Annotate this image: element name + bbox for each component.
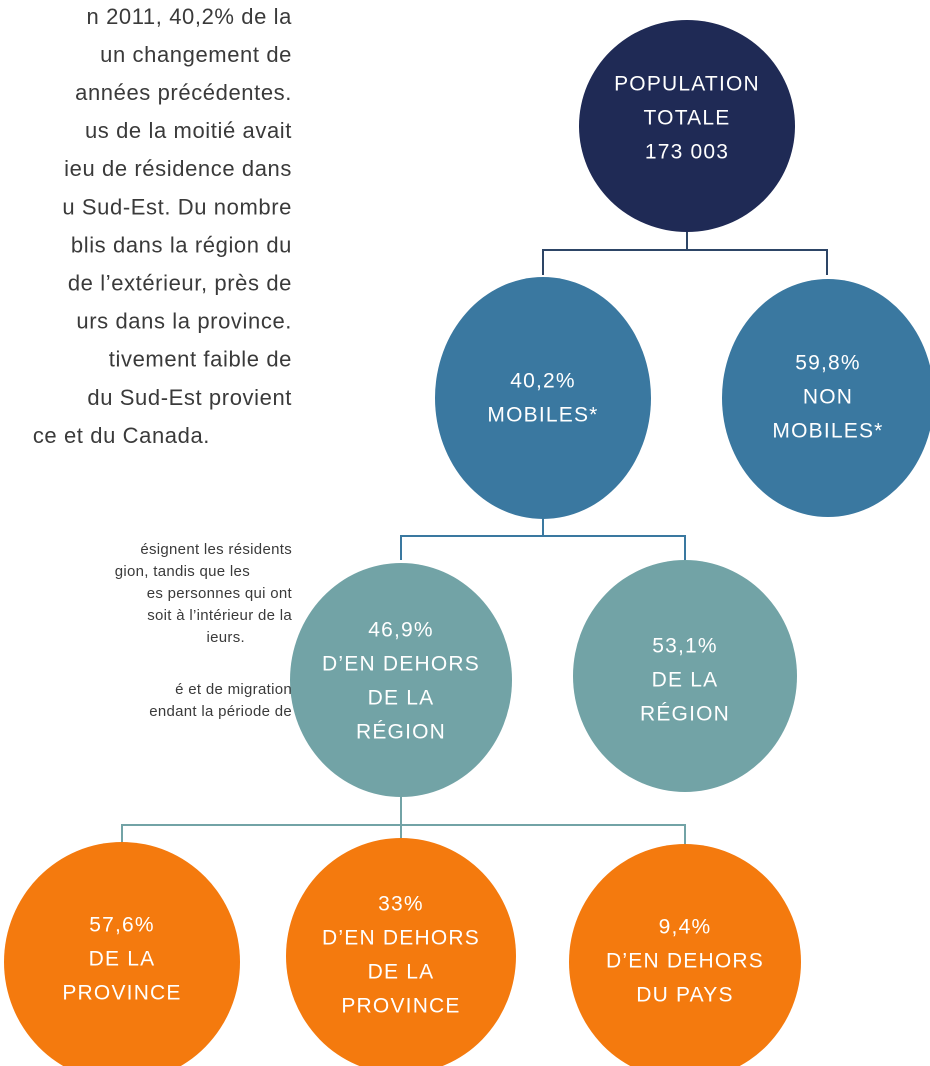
node-label: RÉGION [640,703,730,726]
paragraph-line: ce et du Canada. [33,423,210,448]
node-label: MOBILES* [487,404,598,427]
node-circle [290,563,512,797]
node-circle [579,20,795,232]
note-line: ésignent les résidents [140,541,292,558]
node-label: DE LA [368,961,435,984]
paragraph-line: blis dans la région du [71,232,292,257]
node-label: D’EN DEHORS [606,950,764,973]
paragraph-line: us de la moitié avait [85,118,292,143]
node-label: MOBILES* [772,420,883,443]
paragraph-line: du Sud-Est provient [87,385,292,410]
node-label: 40,2% [510,370,576,393]
node-circle [569,844,801,1066]
node-label: DE LA [368,687,435,710]
node-circle [573,560,797,792]
node-circle [4,842,240,1066]
node-label: 59,8% [795,352,861,375]
paragraph-line: ieu de résidence dans [64,156,292,181]
node-circle [722,279,930,517]
node-label: 33% [378,893,424,916]
connector [400,514,686,560]
node-label: TOTALE [644,107,731,130]
note-line: ieurs. [207,629,245,646]
node-label: 53,1% [652,635,718,658]
node-label: DU PAYS [636,984,733,1007]
paragraph-line: n 2011, 40,2% de la [87,4,293,29]
node-label: 9,4% [659,916,712,939]
node-label: DE LA [652,669,719,692]
node-label: 57,6% [89,914,155,937]
note-line: é et de migration [175,681,292,698]
node-label: PROVINCE [62,982,181,1005]
paragraph-line: tivement faible de [109,347,292,372]
node-label: POPULATION [614,73,760,96]
paragraph-line: u Sud-Est. Du nombre [62,194,292,219]
note-line: es personnes qui ont [147,585,293,602]
connector [542,228,828,275]
paragraph-line: un changement de [100,42,292,67]
note-line: soit à l’intérieur de la [147,607,292,624]
node-label: D’EN DEHORS [322,927,480,950]
node-label: DE LA [89,948,156,971]
node-label: RÉGION [356,721,446,744]
node-circle [435,277,651,519]
node-circle [286,838,516,1066]
node-label: 46,9% [368,619,434,642]
paragraph-line: urs dans la province. [76,309,292,334]
node-label: NON [803,386,853,409]
node-label: D’EN DEHORS [322,653,480,676]
note-line: endant la période de [149,703,292,720]
paragraph-line: années précédentes. [75,80,292,105]
node-label: 173 003 [645,141,729,164]
note-line: gion, tandis que les [115,563,250,580]
texts: n 2011, 40,2% de la un changement de année… [33,4,883,1018]
paragraph-line: de l’extérieur, près de [68,271,292,296]
node-label: PROVINCE [341,995,460,1018]
